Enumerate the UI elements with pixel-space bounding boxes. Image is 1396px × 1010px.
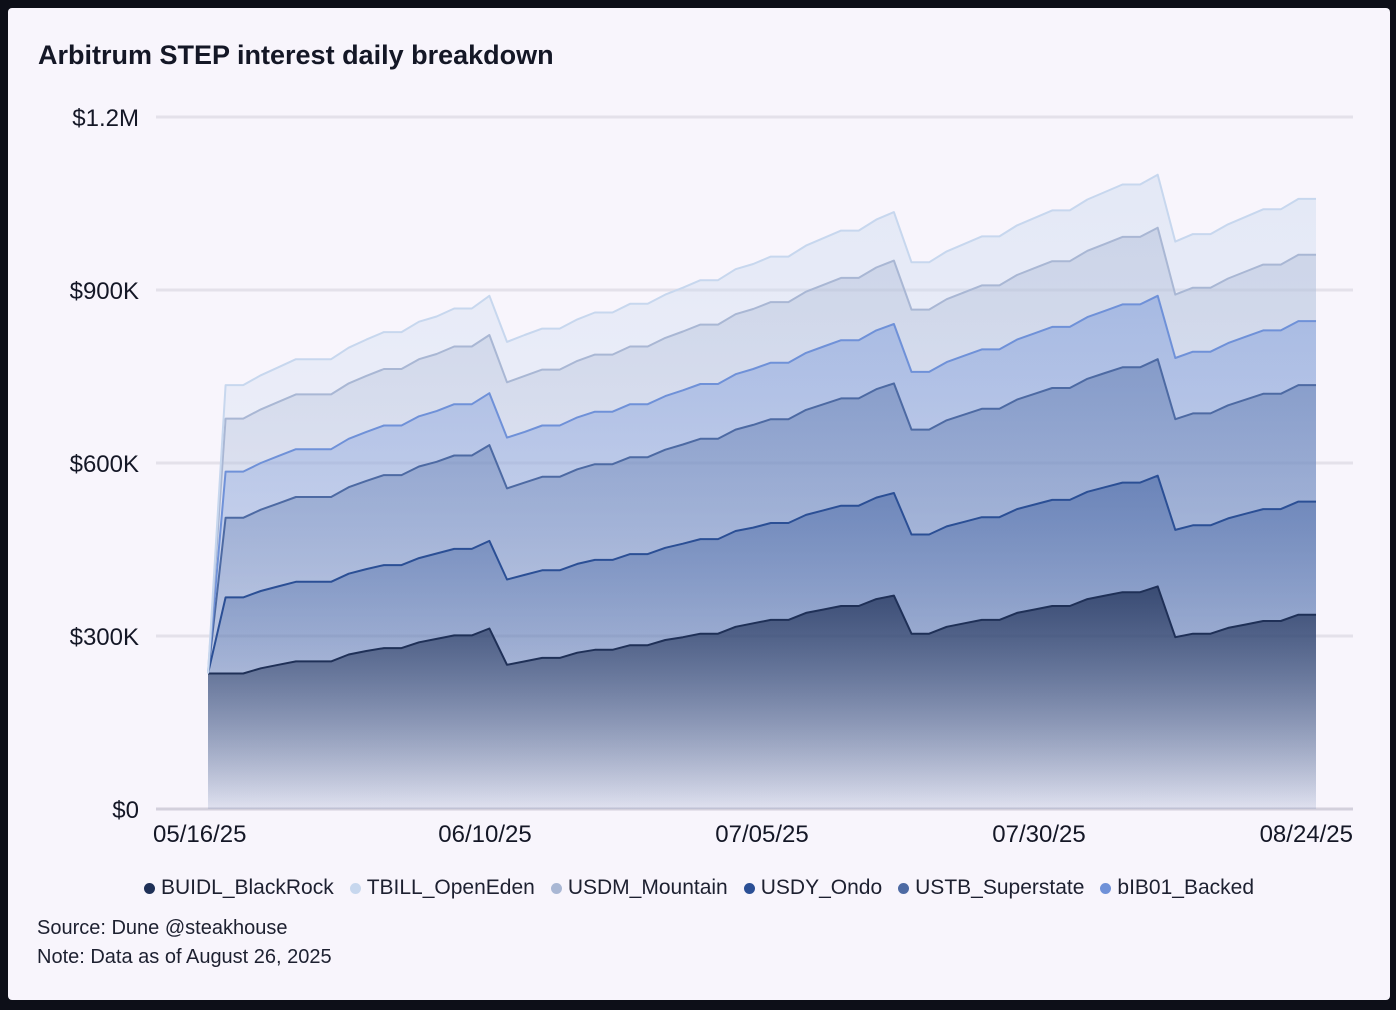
series-line-USDM_Mountain (207, 226, 1316, 674)
x-tick-label: 07/05/25 (715, 821, 808, 848)
chart-legend: BUIDL_BlackRock TBILL_OpenEden USDM_Mounta… (8, 876, 1390, 900)
legend-item: bIB01_Backed (1100, 876, 1254, 900)
legend-label: USTB_Superstate (915, 876, 1085, 899)
legend-label: TBILL_OpenEden (366, 876, 535, 899)
y-tick-label: $900K (70, 278, 139, 305)
x-tick-label: 05/16/25 (153, 821, 246, 848)
legend-label: USDY_Ondo (760, 876, 883, 899)
stacked-area-chart: $0 $300K $600K $900K $1.2M 05/16/25 06/10/25 07… (70, 105, 1353, 848)
legend-label: bIB01_Backed (1117, 876, 1255, 899)
series-line-USDY_Ondo (207, 474, 1316, 674)
series-line-bIB01_Backed (207, 294, 1316, 674)
chart-notes: Source: Dune @steakhouse Note: Data as o… (37, 914, 332, 972)
series-line-BUIDL_BlackRock (208, 585, 1316, 675)
y-tick-label: $0 (112, 797, 139, 824)
legend-label: BUIDL_BlackRock (160, 876, 334, 899)
legend-swatch (898, 882, 910, 894)
legend-label: USDM_Mountain (567, 876, 728, 899)
y-tick-label: $600K (70, 451, 139, 478)
legend-swatch (1100, 882, 1112, 894)
legend-swatch (349, 882, 361, 894)
legend-item: TBILL_OpenEden (349, 876, 535, 900)
legend-swatch (143, 882, 155, 894)
series-line-USTB_Superstate (207, 358, 1316, 674)
legend-swatch (743, 882, 755, 894)
chart-card: Arbitrum STEP interest daily breakdown $… (8, 8, 1390, 1000)
y-tick-label: $300K (70, 624, 139, 651)
legend-item: USDM_Mountain (550, 876, 728, 900)
series-line-TBILL_OpenEden (207, 173, 1316, 674)
data-note: Note: Data as of August 26, 2025 (37, 946, 332, 968)
legend-swatch (550, 882, 562, 894)
chart-title: Arbitrum STEP interest daily breakdown (38, 40, 554, 70)
x-tick-label: 08/24/25 (1260, 821, 1353, 848)
legend-item: BUIDL_BlackRock (143, 876, 334, 900)
x-tick-label: 06/10/25 (438, 821, 531, 848)
area-BUIDL_BlackRock (208, 586, 1316, 809)
source-note: Source: Dune @steakhouse (37, 917, 288, 939)
x-tick-label: 07/30/25 (992, 821, 1085, 848)
y-tick-label: $1.2M (72, 105, 139, 132)
legend-item: USTB_Superstate (898, 876, 1084, 900)
legend-item: USDY_Ondo (743, 876, 883, 900)
